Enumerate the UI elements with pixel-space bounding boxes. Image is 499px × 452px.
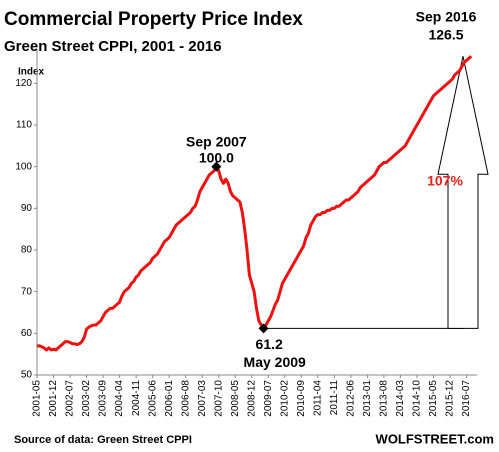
brand: WOLFSTREET.com	[376, 431, 494, 446]
x-tick-label: 2010-02	[279, 380, 290, 417]
annotation: May 2009	[244, 354, 306, 370]
x-tick-label: 2001-12	[48, 380, 59, 417]
x-tick-label: 2008-05	[230, 380, 241, 417]
y-tick-label: 80	[21, 245, 33, 256]
x-tick-label: 2002-07	[65, 380, 76, 417]
y-tick-label: 50	[21, 370, 33, 381]
x-tick-label: 2013-08	[379, 380, 390, 417]
x-tick-label: 2010-09	[296, 380, 307, 417]
x-tick-label: 2006-01	[164, 380, 175, 417]
annotation: 107%	[427, 173, 463, 189]
x-tick-label: 2011-04	[312, 380, 323, 416]
x-tick-label: 2013-01	[362, 380, 373, 417]
y-tick-label: 110	[16, 120, 32, 131]
y-tick-label: 100	[15, 161, 32, 172]
y-tick-label: 60	[21, 328, 33, 339]
y-tick-label: 70	[21, 286, 33, 297]
source-note: Source of data: Green Street CPPI	[14, 434, 192, 446]
x-tick-label: 2001-05	[32, 380, 43, 417]
x-tick-label: 2015-12	[445, 380, 456, 417]
annotation: 100.0	[199, 149, 234, 165]
x-tick-label: 2005-06	[147, 380, 158, 417]
chart-title: Commercial Property Price Index	[4, 9, 303, 30]
x-tick-label: 2006-08	[180, 380, 191, 417]
gain-arrow	[437, 56, 489, 329]
x-tick-label: 2011-11	[329, 380, 340, 416]
x-tick-label: 2015-05	[428, 380, 439, 417]
x-tick-label: 2007-03	[197, 380, 208, 417]
x-tick-label: 2003-09	[98, 380, 109, 417]
line	[37, 55, 473, 352]
x-tick-label: 2014-10	[412, 380, 423, 417]
x-tick-label: 2008-12	[246, 380, 257, 417]
point-marker	[211, 161, 222, 172]
annotation: 126.5	[428, 27, 463, 43]
y-axis-label: Index	[18, 67, 45, 78]
chart-subtitle: Green Street CPPI, 2001 - 2016	[4, 38, 222, 55]
annotation: Sep 2016	[416, 9, 477, 25]
x-tick-label: 2009-07	[263, 380, 274, 417]
x-tick-label: 2004-11	[131, 380, 142, 416]
x-tick-label: 2003-02	[81, 380, 92, 417]
y-tick-label: 90	[21, 203, 33, 214]
annotation: Sep 2007	[186, 133, 247, 149]
x-tick-label: 2016-07	[461, 380, 472, 417]
x-tick-label: 2007-10	[213, 380, 224, 417]
x-tick-label: 2012-06	[346, 380, 357, 417]
y-tick-label: 120	[15, 78, 32, 89]
x-tick-label: 2004-04	[114, 380, 125, 417]
x-tick-label: 2014-03	[395, 380, 406, 417]
annotation: 61.2	[256, 336, 283, 352]
point-marker	[258, 323, 269, 334]
